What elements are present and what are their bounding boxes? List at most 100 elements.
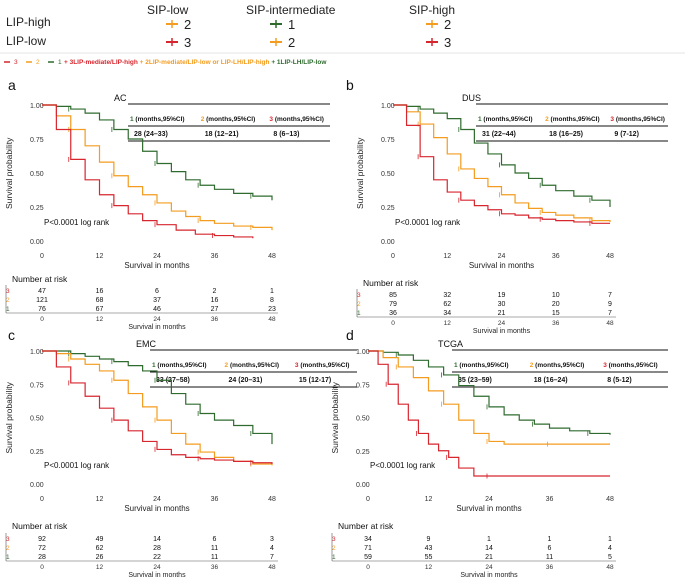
risk-group-label: 2 [332, 545, 336, 552]
x-tick-label: 36 [211, 253, 219, 260]
risk-value: 15 [552, 310, 560, 317]
km-curve-group-1 [42, 350, 273, 445]
risk-x-tick: 36 [211, 564, 219, 571]
x-tick-label: 36 [546, 496, 554, 503]
km-curve-group-3 [393, 104, 610, 224]
y-tick-label: 0.75 [381, 137, 395, 144]
panel-letter: c [8, 327, 15, 343]
legend-line-number: 3 [14, 59, 18, 66]
risk-x-tick: 12 [96, 564, 104, 571]
risk-value: 49 [96, 536, 104, 543]
x-axis-label: Survival in months [469, 261, 534, 270]
km-curve-group-2 [42, 350, 273, 466]
legend-row-header-lip-low: LIP-low [6, 34, 46, 48]
y-tick-label: 1.00 [30, 349, 44, 356]
risk-value: 16 [96, 288, 104, 295]
median-header-group: 1 [478, 116, 483, 123]
risk-value: 43 [425, 545, 433, 552]
median-value: 18 (16–25) [549, 131, 583, 138]
risk-x-label: Survival in months [128, 572, 186, 579]
x-tick-label: 12 [443, 253, 451, 260]
risk-x-tick: 0 [391, 320, 395, 327]
risk-x-tick: 48 [268, 316, 276, 323]
legend-line-number: 2 [36, 59, 40, 66]
x-tick-label: 24 [498, 253, 506, 260]
median-header-label: (months,95%CI) [616, 116, 665, 123]
chart-title: DUS [462, 93, 481, 103]
risk-value: 1 [487, 536, 491, 543]
y-tick-label: 0.25 [356, 449, 370, 456]
risk-value: 23 [268, 306, 276, 313]
risk-value: 55 [425, 554, 433, 561]
x-axis-label: Survival in months [124, 504, 189, 513]
risk-value: 22 [153, 554, 161, 561]
risk-x-tick: 36 [546, 564, 554, 571]
risk-value: 5 [608, 554, 612, 561]
median-value: 8 (5-12) [607, 377, 632, 384]
panel-letter: a [8, 77, 16, 93]
median-header: 2 (months,95%CI) [225, 362, 280, 369]
risk-value: 20 [552, 301, 560, 308]
y-tick-label: 0.50 [30, 416, 44, 423]
y-tick-label: 0.00 [30, 239, 44, 246]
risk-group-label: 2 [6, 545, 10, 552]
x-tick-label: 0 [391, 253, 395, 260]
x-tick-label: 0 [40, 496, 44, 503]
risk-value: 1 [608, 536, 612, 543]
legend-line-text-segment: + 1LIP-LH/LIP-low [271, 59, 327, 66]
risk-x-label: Survival in months [473, 328, 531, 335]
median-value: 9 (7-12) [614, 131, 639, 138]
y-tick-label: 0.75 [356, 382, 370, 389]
p-value: P<0.0001 log rank [370, 461, 436, 470]
median-value: 35 (23–59) [458, 377, 492, 384]
median-header: 3 (months,95%CI) [610, 116, 665, 123]
km-curve-group-1 [368, 350, 611, 435]
x-tick-label: 36 [211, 496, 219, 503]
risk-value: 34 [364, 536, 372, 543]
risk-value: 6 [155, 288, 159, 295]
km-curve-group-1 [393, 104, 611, 207]
risk-value: 9 [427, 536, 431, 543]
median-header-label: (months,95%CI) [535, 362, 584, 369]
legend-col-header-sip-high: SIP-high [409, 3, 455, 17]
chart-title: AC [114, 93, 127, 103]
median-header-group: 2 [530, 362, 535, 369]
median-header-group: 3 [269, 116, 274, 123]
y-tick-label: 0.50 [356, 416, 370, 423]
risk-x-tick: 12 [425, 564, 433, 571]
risk-group-label: 3 [6, 536, 10, 543]
risk-value: 36 [389, 310, 397, 317]
risk-value: 34 [443, 310, 451, 317]
group-legend: SIP-low SIP-intermediate SIP-high LIP-hi… [0, 3, 685, 66]
panel-a: a Survival probability 1.00 0.75 0.50 0.25 0.0… [4, 77, 330, 331]
risk-x-label: Survival in months [128, 324, 186, 331]
median-value: 24 (20–31) [229, 377, 263, 384]
legend-col-header-sip-intermediate: SIP-intermediate [246, 3, 336, 17]
median-value: 15 (12-17) [299, 377, 331, 384]
y-axis-label: Survival probability [330, 381, 340, 453]
median-value: 31 (22–44) [482, 131, 516, 138]
chart-title: EMC [136, 339, 157, 349]
risk-value: 7 [608, 310, 612, 317]
risk-group-label: 2 [6, 297, 10, 304]
risk-value: 4 [270, 545, 274, 552]
risk-group-label: 1 [6, 554, 10, 561]
risk-group-label: 3 [332, 536, 336, 543]
risk-value: 11 [211, 545, 218, 552]
median-header: 1 (months,95%CI) [152, 362, 207, 369]
median-header-label: (months,95%CI) [206, 116, 255, 123]
median-value: 18 (16–24) [534, 377, 568, 384]
y-axis-label: Survival probability [4, 137, 14, 209]
median-header-group: 1 [130, 116, 135, 123]
y-tick-label: 1.00 [30, 103, 44, 110]
risk-x-tick: 36 [211, 316, 219, 323]
x-tick-label: 48 [606, 496, 614, 503]
risk-x-tick: 24 [498, 320, 506, 327]
km-curve-group-3 [42, 104, 254, 239]
median-header-group: 2 [201, 116, 206, 123]
risk-x-tick: 24 [153, 316, 161, 323]
median-header-label: (months,95%CI) [275, 116, 324, 123]
median-value: 18 (12–21) [205, 131, 239, 138]
km-curve-group-2 [368, 350, 610, 445]
